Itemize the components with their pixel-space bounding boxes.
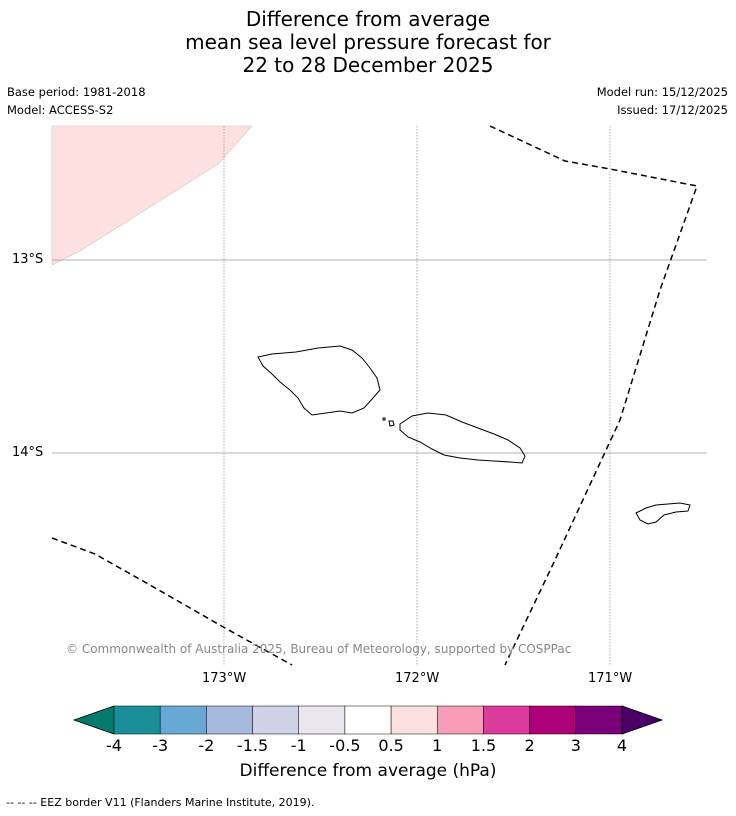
colorbar-tick-label: -1 xyxy=(290,736,307,755)
colorbar-segment xyxy=(344,705,392,735)
colorbar-tick-label: -2 xyxy=(198,736,215,755)
title-line-2: mean sea level pressure forecast for xyxy=(185,30,551,54)
colorbar-tick-label: -1.5 xyxy=(236,736,269,755)
eez-border-legend: -- -- -- EEZ border V11 (Flanders Marine… xyxy=(6,796,315,809)
colorbar-title: Difference from average (hPa) xyxy=(239,761,497,781)
colorbar-segment xyxy=(159,705,207,735)
colorbar-tick-label: 4 xyxy=(616,736,628,755)
colorbar xyxy=(72,705,664,735)
lat-label-14s: 14°S xyxy=(12,445,44,460)
colorbar-segment xyxy=(390,705,438,735)
meta-right: Model run: 15/12/2025 Issued: 17/12/2025 xyxy=(597,83,728,119)
eez-border-north-east xyxy=(489,125,698,666)
coastlines xyxy=(257,345,691,525)
colorbar-segment xyxy=(298,705,346,735)
map-panel: © Commonwealth of Australia 2025, Bureau… xyxy=(51,125,707,666)
colorbar-tick-label: -4 xyxy=(106,736,122,755)
graticule xyxy=(52,126,707,665)
colorbar-segment xyxy=(529,705,577,735)
colorbar-tick-label: 2 xyxy=(524,736,535,755)
chart-title: Difference from average mean sea level p… xyxy=(0,8,736,77)
title-line-1: Difference from average xyxy=(245,7,491,31)
colorbar-segment xyxy=(575,705,623,735)
lon-label-172w: 172°W xyxy=(395,671,440,686)
colorbar-tick-label: 1.5 xyxy=(470,736,497,755)
colorbar-segment xyxy=(483,705,530,735)
issued-date: Issued: 17/12/2025 xyxy=(617,103,728,117)
lon-label-171w: 171°W xyxy=(588,671,633,686)
upolu-island xyxy=(399,412,526,464)
eez-border xyxy=(51,125,698,666)
colorbar-tick-label: 0.5 xyxy=(378,736,404,755)
colorbar-tick-label: -0.5 xyxy=(329,736,361,755)
lon-label-173w: 173°W xyxy=(202,671,247,686)
title-line-3: 22 to 28 December 2025 xyxy=(242,53,494,77)
eez-border-south-west xyxy=(51,537,293,666)
colorbar-segment xyxy=(437,705,484,735)
colorbar-tick-label: 3 xyxy=(570,736,581,755)
meta-left: Base period: 1981-2018 Model: ACCESS-S2 xyxy=(7,83,146,119)
apolima-island xyxy=(382,417,386,421)
manono-island xyxy=(388,420,395,427)
savaii-island xyxy=(257,345,381,416)
colorbar-tick-label: 1 xyxy=(432,736,443,755)
colorbar-segment xyxy=(252,705,299,735)
base-period: Base period: 1981-2018 xyxy=(7,85,146,99)
anomaly-fill-area xyxy=(51,125,253,266)
model-run: Model run: 15/12/2025 xyxy=(596,85,728,99)
colorbar-extend-low xyxy=(72,705,115,735)
colorbar-segment xyxy=(206,705,253,735)
model-name: Model: ACCESS-S2 xyxy=(7,103,114,117)
colorbar-segment xyxy=(113,705,161,735)
tutuila-island xyxy=(635,502,691,525)
copyright-notice: © Commonwealth of Australia 2025, Bureau… xyxy=(66,642,571,656)
lat-label-13s: 13°S xyxy=(12,252,44,267)
colorbar-extend-high xyxy=(621,705,664,735)
colorbar-tick-label: -3 xyxy=(152,736,169,755)
